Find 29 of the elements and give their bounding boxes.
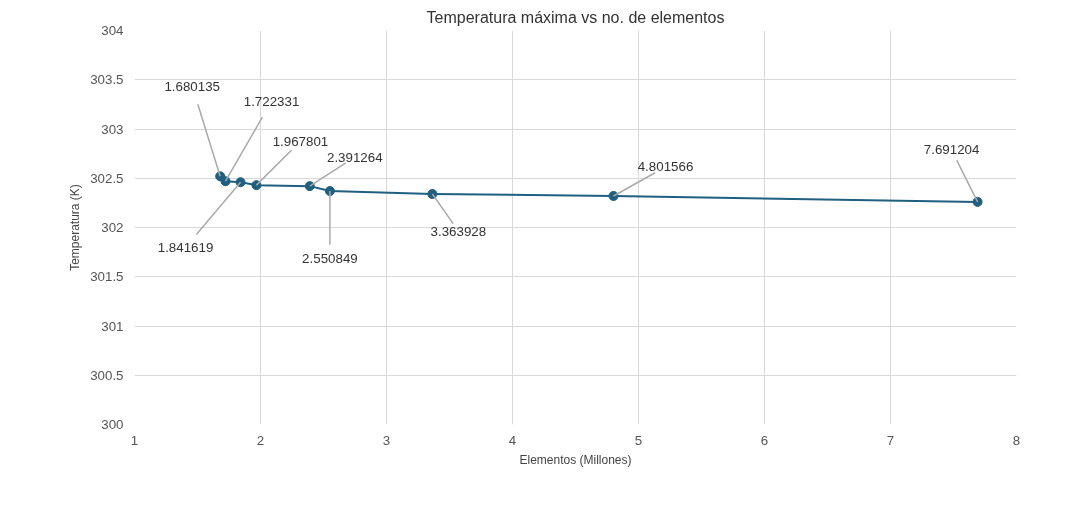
y-tick-label: 301	[101, 318, 124, 334]
annotation: 1.680135	[164, 78, 220, 94]
y-tick-label: 303.5	[90, 72, 124, 88]
x-tick-label: 4	[508, 432, 517, 448]
x-tick-label: 1	[130, 432, 139, 448]
annotation: 7.691204	[923, 142, 980, 158]
x-axis-title: Elementos (Millones)	[519, 452, 632, 467]
y-tick-label: 304	[101, 23, 125, 38]
y-tick-label: 300	[101, 417, 124, 432]
y-tick-label: 300.5	[90, 367, 124, 383]
annotation: 2.550849	[302, 250, 358, 266]
x-tick-label: 5	[634, 432, 643, 448]
x-tick-label: 2	[256, 432, 265, 448]
y-tick-label: 302	[101, 220, 124, 235]
x-tick-label: 3	[382, 432, 391, 448]
chart-title: Temperatura máxima vs no. de elementos	[426, 8, 725, 26]
y-axis-title: Temperatura (K)	[68, 184, 83, 271]
x-tick-label: 8	[1012, 432, 1021, 448]
annotation: 1.841619	[157, 239, 214, 255]
y-tick-label: 303	[101, 121, 124, 137]
y-tick-label: 302.5	[90, 170, 124, 186]
x-tick-label: 6	[760, 432, 769, 448]
annotation: 1.722331	[243, 93, 300, 109]
annotation: 3.363928	[430, 223, 487, 239]
annotation: 2.391264	[327, 149, 384, 165]
x-tick-label: 7	[886, 432, 895, 448]
y-tick-label: 301.5	[90, 269, 124, 285]
annotation: 1.967801	[272, 133, 329, 149]
annotation: 4.801566	[637, 159, 694, 175]
